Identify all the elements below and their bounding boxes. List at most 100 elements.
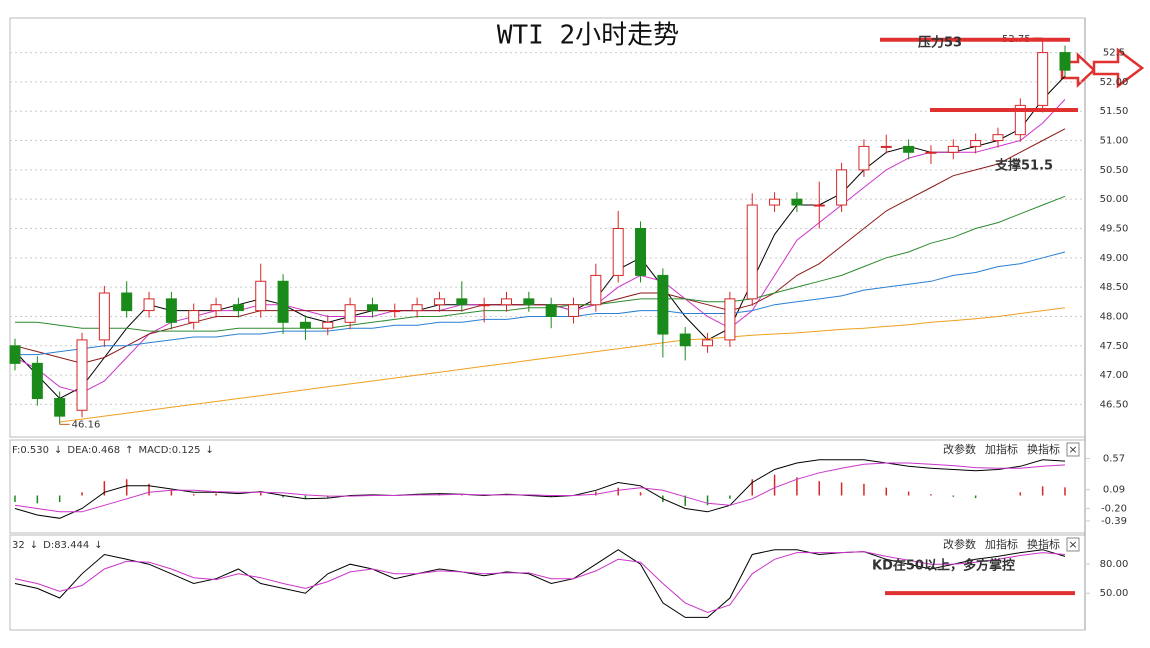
- y-tick-label: 0.09: [1103, 485, 1125, 496]
- candle-body: [76, 339, 88, 411]
- indicator-line: [14, 459, 1066, 519]
- candle-body: [903, 145, 915, 153]
- candle-body: [679, 333, 691, 347]
- candle-body: [255, 280, 267, 312]
- annotation: 支撑51.5: [994, 158, 1053, 174]
- button[interactable]: 改参数: [943, 442, 976, 456]
- y-tick-label: 52.00: [1100, 77, 1129, 88]
- y-tick-label: 48.50: [1100, 282, 1129, 293]
- y-tick-label: 49.50: [1100, 224, 1129, 235]
- candle-body: [389, 310, 401, 313]
- candle-body: [992, 134, 1004, 142]
- indicator-line: [14, 551, 1066, 614]
- candle-body: [31, 362, 43, 400]
- y-tick-label: 51.50: [1100, 106, 1129, 117]
- candle-body: [947, 145, 959, 153]
- y-tick-label: 47.00: [1100, 370, 1129, 381]
- indicator-line: [59, 307, 1066, 423]
- button[interactable]: ×: [1068, 538, 1077, 551]
- candle-body: [9, 345, 21, 364]
- chart-title: WTI 2小时走势: [497, 21, 679, 51]
- candle-body: [366, 304, 378, 312]
- indicator-header: ↓: [94, 540, 102, 551]
- candle-body: [1037, 52, 1049, 106]
- button[interactable]: ×: [1068, 443, 1077, 456]
- candle-body: [702, 339, 714, 347]
- candle-body: [1014, 104, 1026, 136]
- kd-panel: [9, 534, 1086, 631]
- indicator-header: 32: [12, 540, 25, 551]
- button[interactable]: 换指标: [1027, 537, 1060, 551]
- indicator-line: [14, 549, 1066, 618]
- candle-body: [165, 298, 177, 323]
- indicator-line: [14, 99, 1066, 394]
- y-tick-label: 47.50: [1100, 341, 1129, 352]
- candle-body: [970, 140, 982, 147]
- y-tick-label: 50.00: [1100, 194, 1129, 205]
- annotation: 压力53: [918, 35, 962, 51]
- candle-body: [299, 321, 311, 329]
- button[interactable]: 改参数: [943, 537, 976, 551]
- indicator-line: [15, 195, 1066, 332]
- candle-body: [433, 298, 445, 306]
- candle-body: [724, 298, 736, 341]
- main-panel: [9, 17, 1086, 438]
- candle-body: [277, 280, 289, 323]
- indicator-header: MACD:0.125: [138, 445, 200, 456]
- close-box: [1066, 442, 1080, 457]
- candle-body: [612, 228, 624, 276]
- candle-body: [143, 298, 155, 312]
- indicator-header: DEA:0.468: [67, 445, 120, 456]
- y-tick-label: -0.39: [1101, 516, 1127, 527]
- candle-body: [523, 298, 535, 306]
- y-tick-label: 48.00: [1100, 311, 1129, 322]
- y-tick-label: 50.00: [1100, 588, 1129, 599]
- indicator-header: ↓: [30, 540, 38, 551]
- low-label: 46.16: [72, 419, 101, 430]
- candle-body: [1059, 52, 1071, 71]
- button[interactable]: 加指标: [985, 442, 1018, 456]
- candle-body: [121, 292, 133, 312]
- candle-body: [322, 321, 334, 329]
- candle-body: [210, 304, 222, 312]
- candle-body: [54, 398, 66, 417]
- candle-body: [232, 304, 244, 312]
- candle-body: [769, 198, 781, 206]
- indicator-line: [14, 128, 1066, 364]
- y-tick-label: 52.5: [1103, 48, 1125, 59]
- y-tick-label: 46.50: [1100, 399, 1129, 410]
- candle-body: [813, 204, 825, 207]
- indicator-line: [14, 462, 1066, 513]
- candle-body: [925, 151, 937, 154]
- indicator-header: ↑: [125, 445, 133, 456]
- candle-body: [411, 304, 423, 312]
- candle-body: [545, 304, 557, 317]
- close-box: [1066, 537, 1080, 552]
- candle-body: [478, 304, 490, 307]
- candle-body: [188, 310, 200, 323]
- button[interactable]: 加指标: [985, 537, 1018, 551]
- candle-body: [456, 298, 468, 306]
- indicator-line: [15, 251, 1066, 356]
- candle-body: [657, 274, 669, 335]
- button[interactable]: 换指标: [1027, 442, 1060, 456]
- candle-body: [880, 145, 892, 148]
- y-tick-label: 50.50: [1100, 165, 1129, 176]
- candle-body: [858, 145, 870, 171]
- annotation: KD在50以上，多方掌控: [872, 558, 1015, 574]
- y-tick-label: 80.00: [1100, 559, 1129, 570]
- indicator-header: D:83.444: [43, 540, 89, 551]
- candle-body: [568, 304, 580, 317]
- y-tick-label: 49.00: [1100, 253, 1129, 264]
- candle-body: [791, 198, 803, 206]
- indicator-header: F:0.530: [12, 445, 49, 456]
- candle-body: [590, 274, 602, 306]
- candle-body: [836, 169, 848, 206]
- candle-body: [98, 292, 110, 341]
- indicator-header: ↓: [205, 445, 213, 456]
- arrow-icon: [1092, 47, 1145, 89]
- candle-body: [344, 304, 356, 323]
